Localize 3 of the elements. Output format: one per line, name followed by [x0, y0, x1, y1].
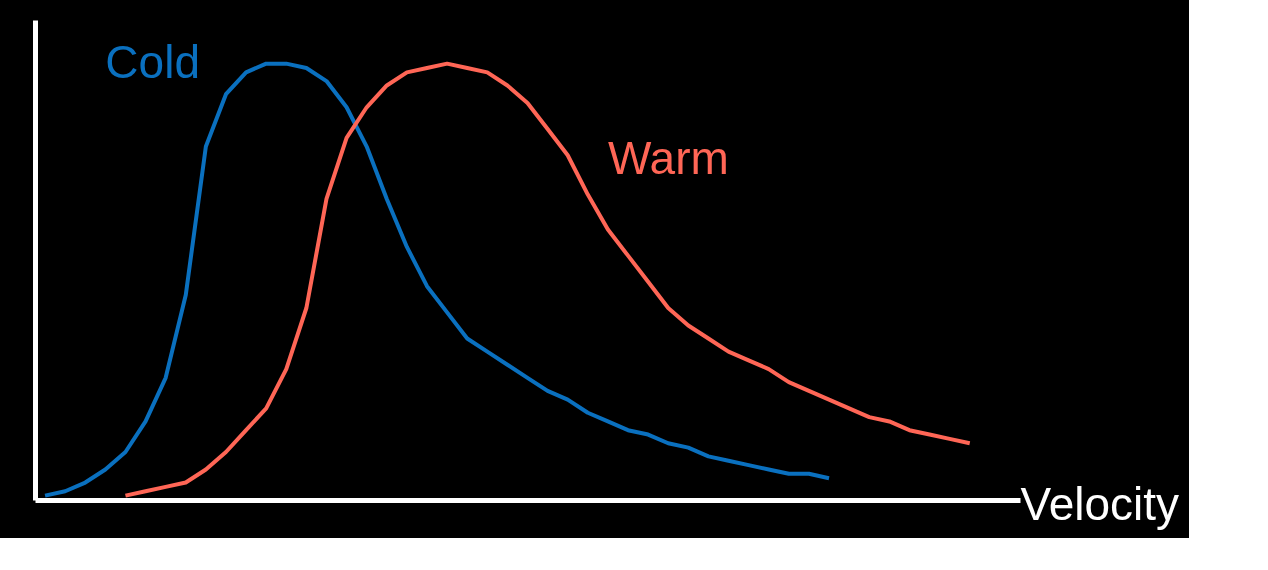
- x-axis-title: Velocity: [1020, 477, 1180, 530]
- series-label: Warm: [607, 131, 729, 184]
- series-label: Cold: [105, 35, 200, 88]
